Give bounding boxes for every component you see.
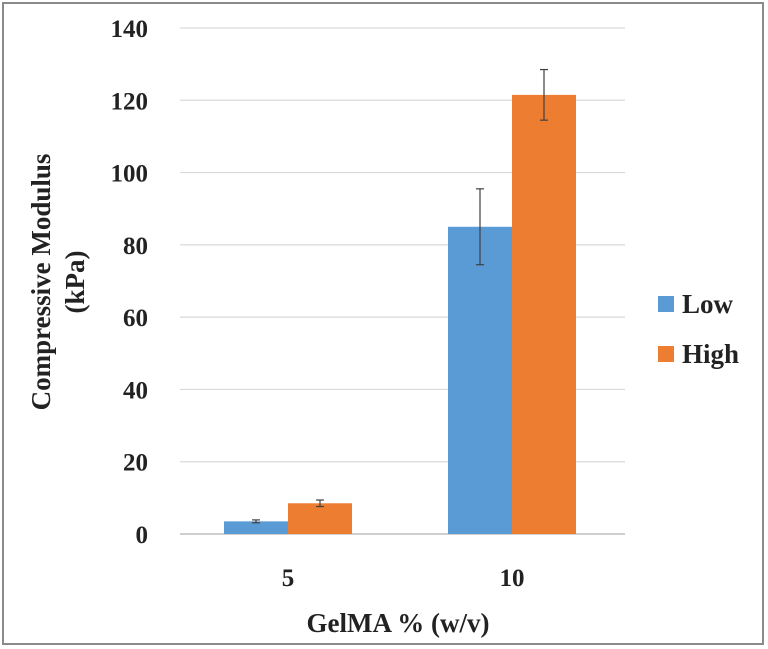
legend-label-low: Low <box>682 289 734 319</box>
x-tick-label: 5 <box>282 565 295 592</box>
legend: Low High <box>658 289 739 369</box>
y-tick-label: 0 <box>136 522 149 549</box>
bars-layer <box>224 94 576 535</box>
y-tick-label: 140 <box>111 16 149 43</box>
y-axis-title-line-1: Compressive Modulus <box>26 154 56 411</box>
y-tick-label: 20 <box>123 450 148 477</box>
x-tick-labels: 5 10 <box>282 565 525 592</box>
x-axis-title: GelMA % (w/v) <box>307 608 490 638</box>
bar-high-10 <box>512 94 576 534</box>
bar-low-10 <box>448 226 512 535</box>
y-tick-label: 120 <box>111 88 149 115</box>
y-tick-label: 80 <box>123 233 148 260</box>
y-axis-title-line-2: (kPa) <box>60 251 90 314</box>
bar-low-5 <box>224 521 288 534</box>
x-tick-label: 10 <box>500 565 525 592</box>
y-tick-label: 100 <box>111 161 149 188</box>
y-tick-label: 40 <box>123 377 148 404</box>
y-tick-labels: 0 20 40 60 80 100 120 140 <box>111 16 149 549</box>
legend-label-high: High <box>682 339 739 369</box>
legend-swatch-high <box>658 346 674 362</box>
error-bars-layer <box>252 68 548 524</box>
legend-swatch-low <box>658 296 674 312</box>
bar-high-5 <box>288 503 352 534</box>
y-tick-label: 60 <box>123 305 148 332</box>
